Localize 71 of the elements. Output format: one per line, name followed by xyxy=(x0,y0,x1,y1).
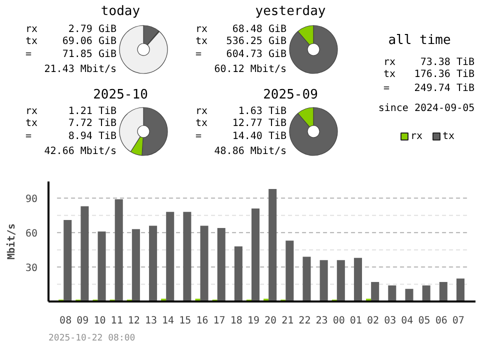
y-axis-title: Mbit/s xyxy=(5,223,18,260)
text: 60.12 Mbit/s xyxy=(214,64,287,75)
x-tick-label: 11 xyxy=(110,316,123,326)
text: 2025-10-22 08:00 xyxy=(48,334,136,344)
x-tick-label: 16 xyxy=(196,316,208,326)
x-tick-label: 02 xyxy=(367,316,380,326)
chart-title: yesterday xyxy=(255,4,326,19)
x-tick-label: 20 xyxy=(264,316,277,326)
chart-title: today xyxy=(100,4,140,19)
x-tick-label: 15 xyxy=(179,316,192,326)
text: = xyxy=(26,49,32,60)
text: 69.06 GiB xyxy=(62,36,117,47)
chart-title: 2025-09 xyxy=(263,88,318,102)
x-tick-label: 04 xyxy=(401,316,414,326)
y-tick-label: 30 xyxy=(25,263,38,274)
text: rx xyxy=(196,106,208,117)
text: 1.21 TiB xyxy=(68,106,117,117)
legend-label: tx xyxy=(442,131,455,142)
x-tick-label: 00 xyxy=(332,316,345,326)
text: tx xyxy=(384,69,396,80)
x-tick-label: 14 xyxy=(162,316,174,326)
y-tick-label: 90 xyxy=(25,194,38,206)
text: 21.43 Mbit/s xyxy=(44,64,117,75)
x-tick-label: 01 xyxy=(350,316,362,326)
x-tick-label: 22 xyxy=(298,316,311,326)
text: rx xyxy=(196,24,208,35)
text: = xyxy=(26,131,32,142)
text: = xyxy=(196,131,202,142)
x-tick-label: 06 xyxy=(435,316,448,326)
x-tick-label: 17 xyxy=(213,316,226,326)
x-tick-label: 12 xyxy=(128,316,140,326)
text: rx xyxy=(26,106,38,117)
x-tick-label: 09 xyxy=(76,316,89,326)
text: tx xyxy=(26,118,38,129)
text: 68.48 GiB xyxy=(232,24,287,35)
text: 176.36 TiB xyxy=(414,69,475,80)
y-tick-label: 60 xyxy=(25,228,38,240)
text: 1.63 TiB xyxy=(238,106,287,117)
text: rx xyxy=(26,24,38,35)
x-tick-label: 21 xyxy=(282,316,294,326)
x-tick-label: 10 xyxy=(94,316,106,326)
text: 8.94 TiB xyxy=(68,131,117,142)
text: 48.86 Mbit/s xyxy=(214,146,287,157)
text: rx xyxy=(384,57,396,68)
text: 73.38 TiB xyxy=(420,57,475,68)
text: 42.66 Mbit/s xyxy=(44,146,117,157)
text: tx xyxy=(196,118,208,129)
x-tick-label: 05 xyxy=(418,316,430,326)
x-tick-label: 23 xyxy=(316,316,328,326)
x-tick-label: 03 xyxy=(384,316,396,326)
x-tick-label: 08 xyxy=(60,316,72,326)
text: all time xyxy=(388,33,451,48)
x-tick-label: 18 xyxy=(230,316,242,326)
text: since 2024-09-05 xyxy=(378,103,475,114)
x-tick-label: 19 xyxy=(247,316,260,326)
text: 71.85 GiB xyxy=(62,49,117,60)
text: 14.40 TiB xyxy=(232,131,287,142)
text: 7.72 TiB xyxy=(68,118,117,129)
text: 12.77 TiB xyxy=(232,118,287,129)
text: = xyxy=(384,83,390,94)
text: 249.74 TiB xyxy=(414,83,475,94)
legend-label: rx xyxy=(410,131,423,142)
chart-title: 2025-10 xyxy=(93,88,148,102)
text: = xyxy=(196,49,202,60)
x-tick-label: 13 xyxy=(144,316,158,326)
x-tick-label: 07 xyxy=(452,316,464,326)
text: 604.73 GiB xyxy=(226,49,287,60)
text: 2.79 GiB xyxy=(68,24,117,35)
text: tx xyxy=(26,36,38,47)
text: 536.25 GiB xyxy=(226,36,287,47)
text: tx xyxy=(196,36,208,47)
